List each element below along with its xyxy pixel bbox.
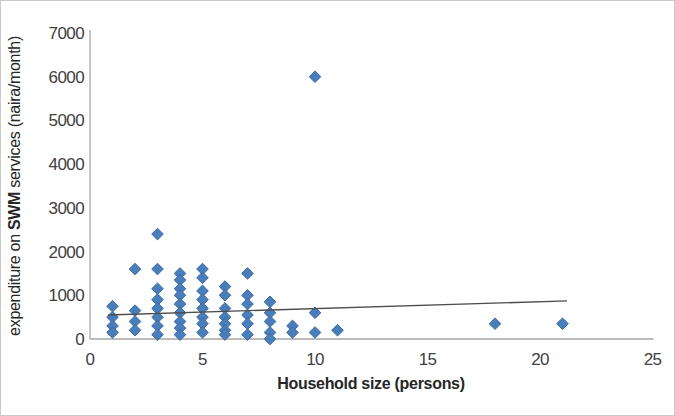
data-point (129, 263, 141, 275)
y-tick-label: 4000 (49, 155, 85, 174)
y-tick-label: 2000 (49, 243, 85, 262)
data-point (152, 228, 164, 240)
data-point (152, 283, 164, 295)
x-tick-label: 0 (86, 350, 95, 369)
data-point (489, 318, 501, 330)
data-point (309, 71, 321, 83)
data-point (264, 316, 276, 328)
x-tick-label: 20 (531, 350, 549, 369)
data-point (264, 333, 276, 345)
data-point (219, 289, 231, 301)
x-tick-label: 5 (198, 350, 207, 369)
data-point (242, 318, 254, 330)
y-tick-label: 6000 (49, 68, 85, 87)
data-point (242, 298, 254, 310)
data-point (197, 327, 209, 339)
y-tick-label: 3000 (49, 199, 85, 218)
y-tick-label: 1000 (49, 286, 85, 305)
data-point (242, 268, 254, 280)
x-tick-label: 25 (644, 350, 662, 369)
data-point (197, 272, 209, 284)
data-point (107, 327, 119, 339)
y-tick-label: 5000 (49, 111, 85, 130)
data-point (264, 296, 276, 308)
data-point (152, 263, 164, 275)
data-point (332, 324, 344, 336)
scatter-chart-figure: expenditure on SWM services (naira/month… (0, 0, 675, 416)
plot-area: 0 1000 2000 3000 4000 5000 6000 7000 0 5 10 15 20 25 (1, 1, 675, 416)
data-point (129, 324, 141, 336)
x-tick-label: 10 (306, 350, 324, 369)
x-tick-label: 15 (419, 350, 437, 369)
data-point (309, 327, 321, 339)
data-point (287, 327, 299, 339)
y-tick-label: 0 (75, 330, 84, 349)
data-point (107, 300, 119, 312)
data-point (557, 318, 569, 330)
y-tick-label: 7000 (49, 24, 85, 43)
